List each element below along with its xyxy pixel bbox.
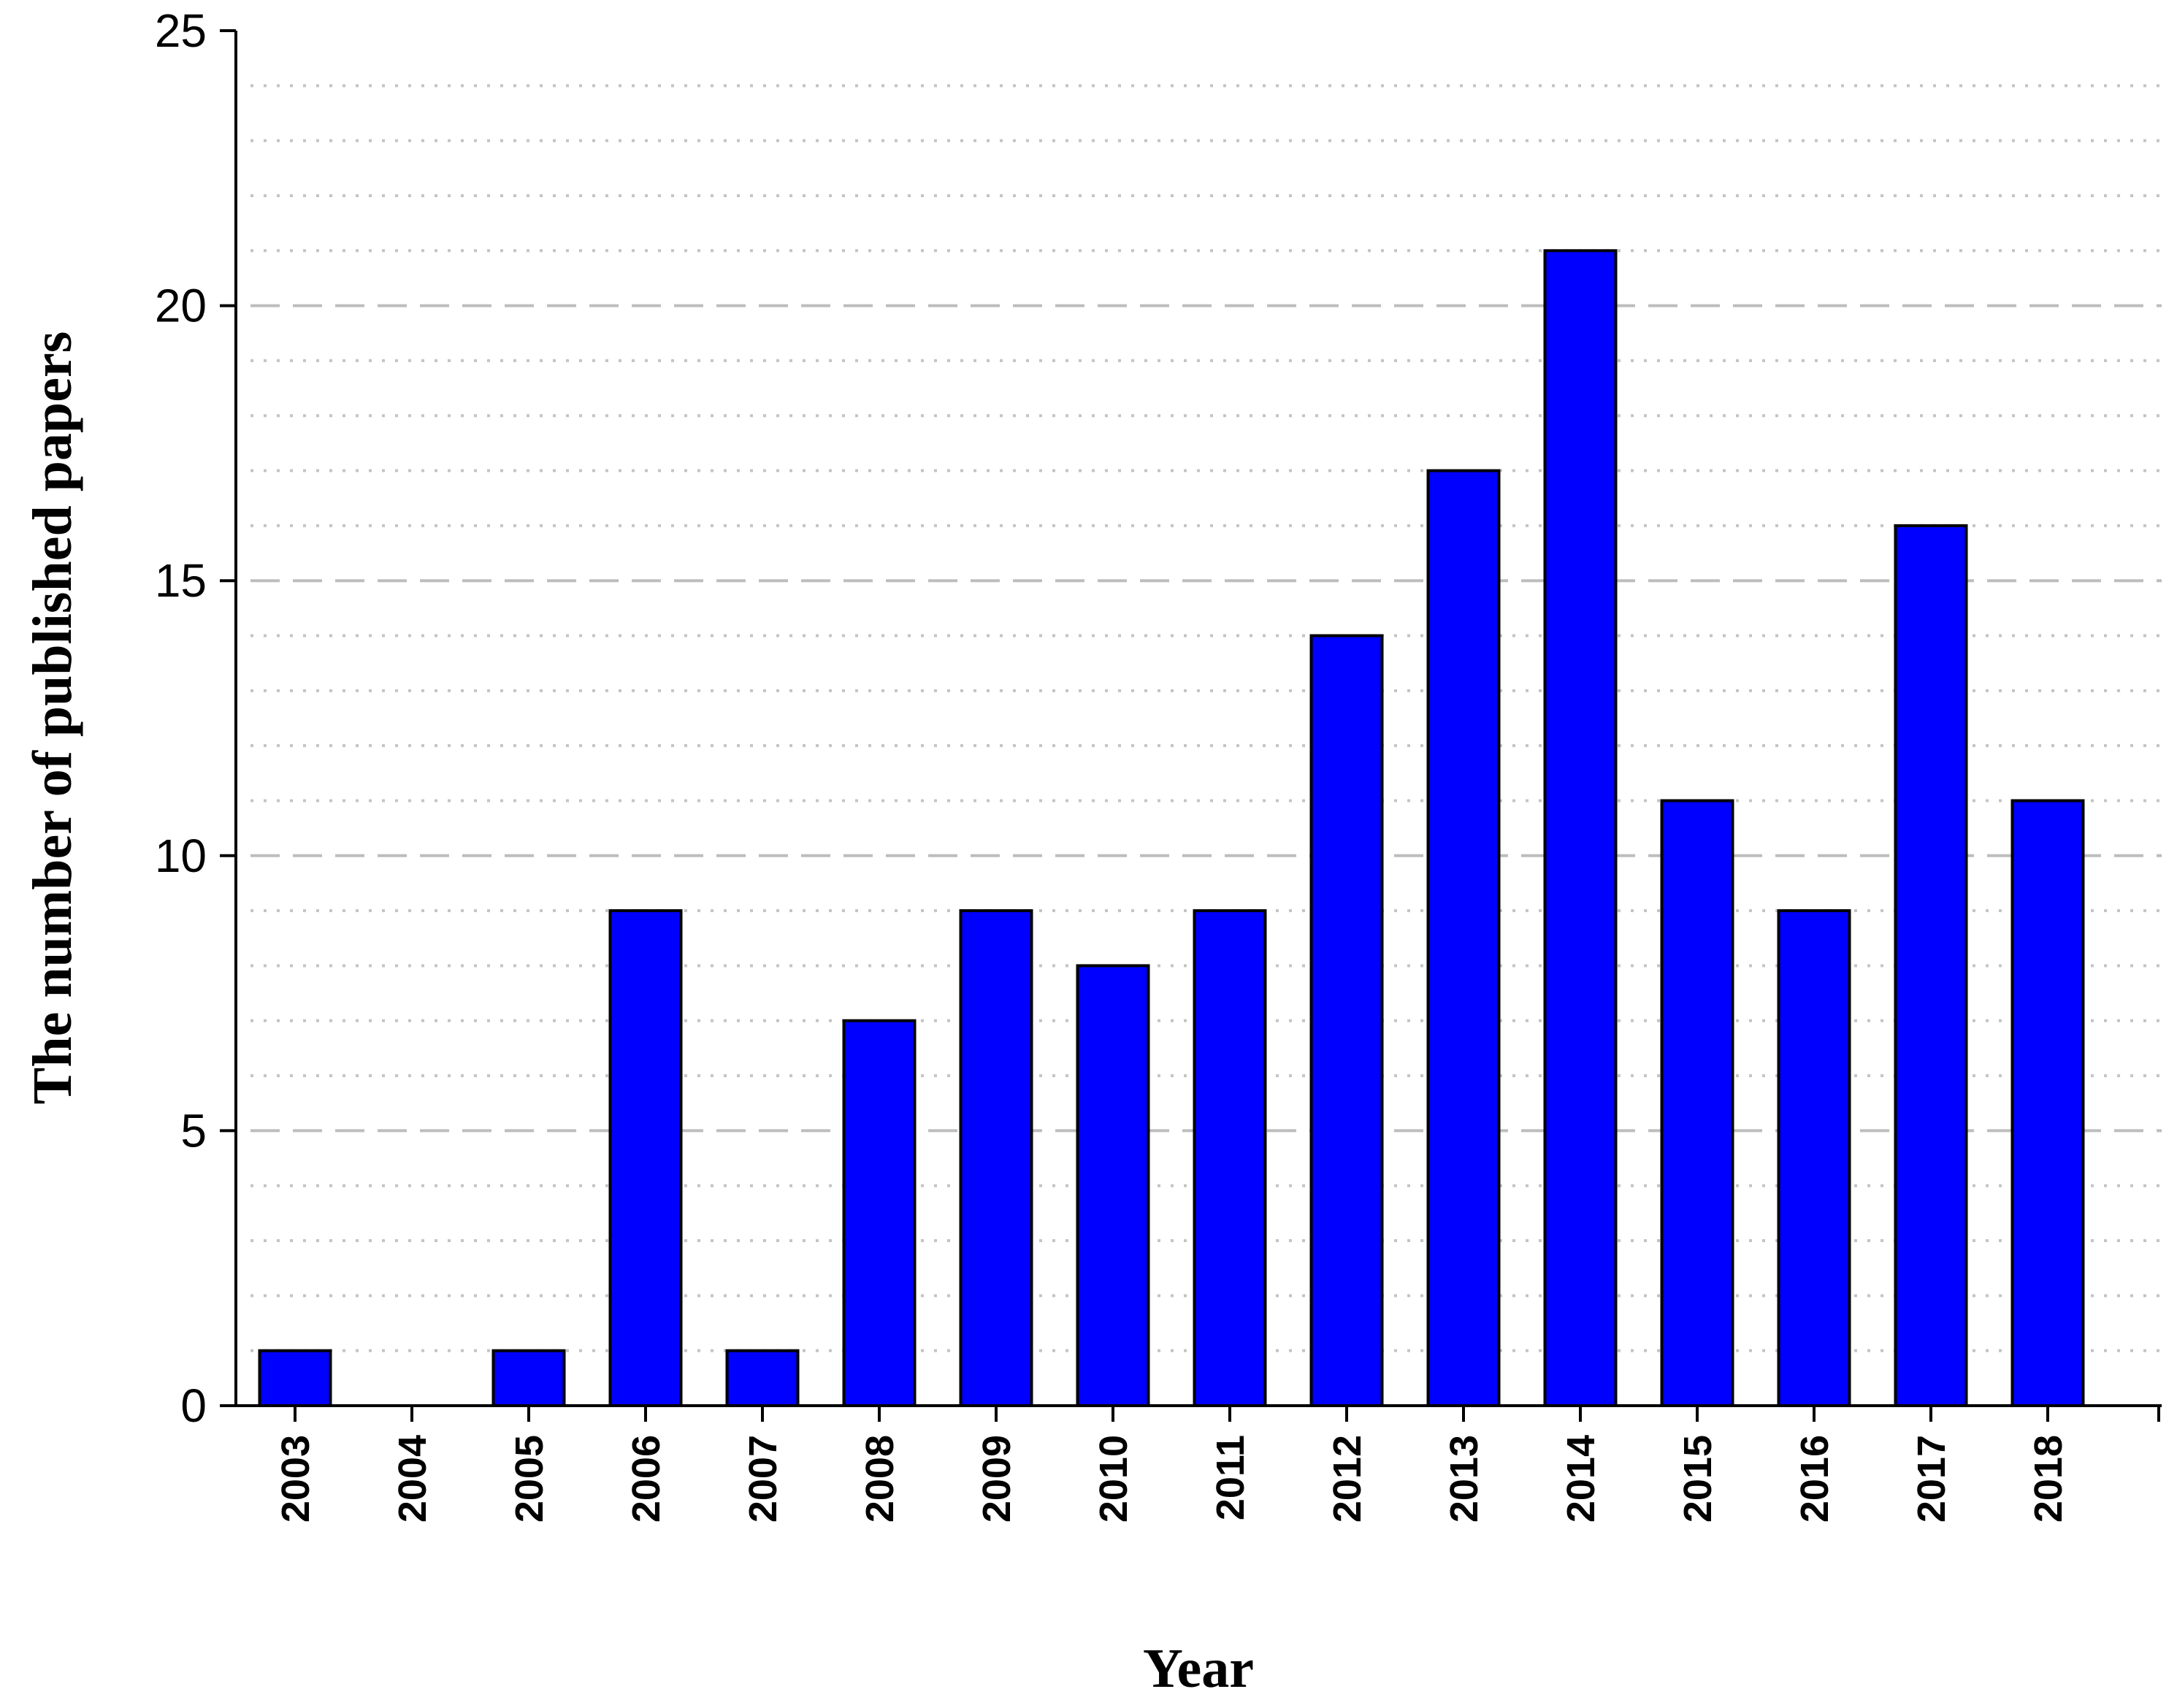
x-tick-label-2018: 2018 [2027,1435,2070,1523]
x-tick-label-2009: 2009 [975,1435,1019,1523]
y-tick-label: 10 [155,830,207,882]
x-tick-label-2008: 2008 [858,1435,902,1523]
y-axis-title: The number of published papers [22,332,83,1105]
y-tick-label: 15 [155,554,207,607]
bar-2018 [2010,799,2085,1407]
x-tick-label-2012: 2012 [1325,1435,1369,1523]
bar-2010 [1076,964,1150,1407]
bar-2003 [258,1349,332,1408]
bar-2014 [1543,249,1618,1407]
x-tick-label-2003: 2003 [274,1435,318,1523]
x-tick-label-2006: 2006 [624,1435,668,1523]
y-tick-label: 20 [155,280,207,332]
bar-2007 [725,1349,800,1408]
y-axis-ticks: 0 5 10 15 20 25 [155,4,236,1432]
bar-2005 [491,1349,566,1408]
x-tick-label-2017: 2017 [1910,1435,1954,1523]
x-axis-ticks: 2003 2004 2005 2006 2007 2008 2009 2010 2011 2012… [274,1406,2160,1523]
bar-2009 [959,909,1033,1407]
bar-2011 [1193,909,1267,1407]
x-tick-label-2007: 2007 [741,1435,785,1523]
x-tick-label-2014: 2014 [1559,1435,1603,1523]
x-tick-label-2013: 2013 [1442,1435,1486,1523]
bars [258,249,2085,1408]
y-tick-label: 25 [155,4,207,57]
x-tick-label-2011: 2011 [1209,1435,1252,1520]
axes [234,31,2162,1407]
bar-2016 [1777,909,1851,1407]
bar-2006 [608,909,683,1407]
x-tick-label-2015: 2015 [1676,1435,1720,1523]
bar-2015 [1660,799,1734,1407]
x-tick-label-2010: 2010 [1092,1435,1136,1523]
bar-2012 [1309,634,1384,1407]
bar-2008 [842,1019,917,1407]
x-tick-label-2004: 2004 [391,1435,435,1523]
x-axis-title: Year [1143,1638,1254,1699]
x-tick-label-2016: 2016 [1793,1435,1837,1523]
y-tick-label: 0 [180,1379,207,1432]
bar-2013 [1426,469,1501,1407]
bar-2017 [1894,524,1968,1407]
y-tick-label: 5 [180,1104,207,1157]
x-tick-label-2005: 2005 [508,1435,551,1523]
